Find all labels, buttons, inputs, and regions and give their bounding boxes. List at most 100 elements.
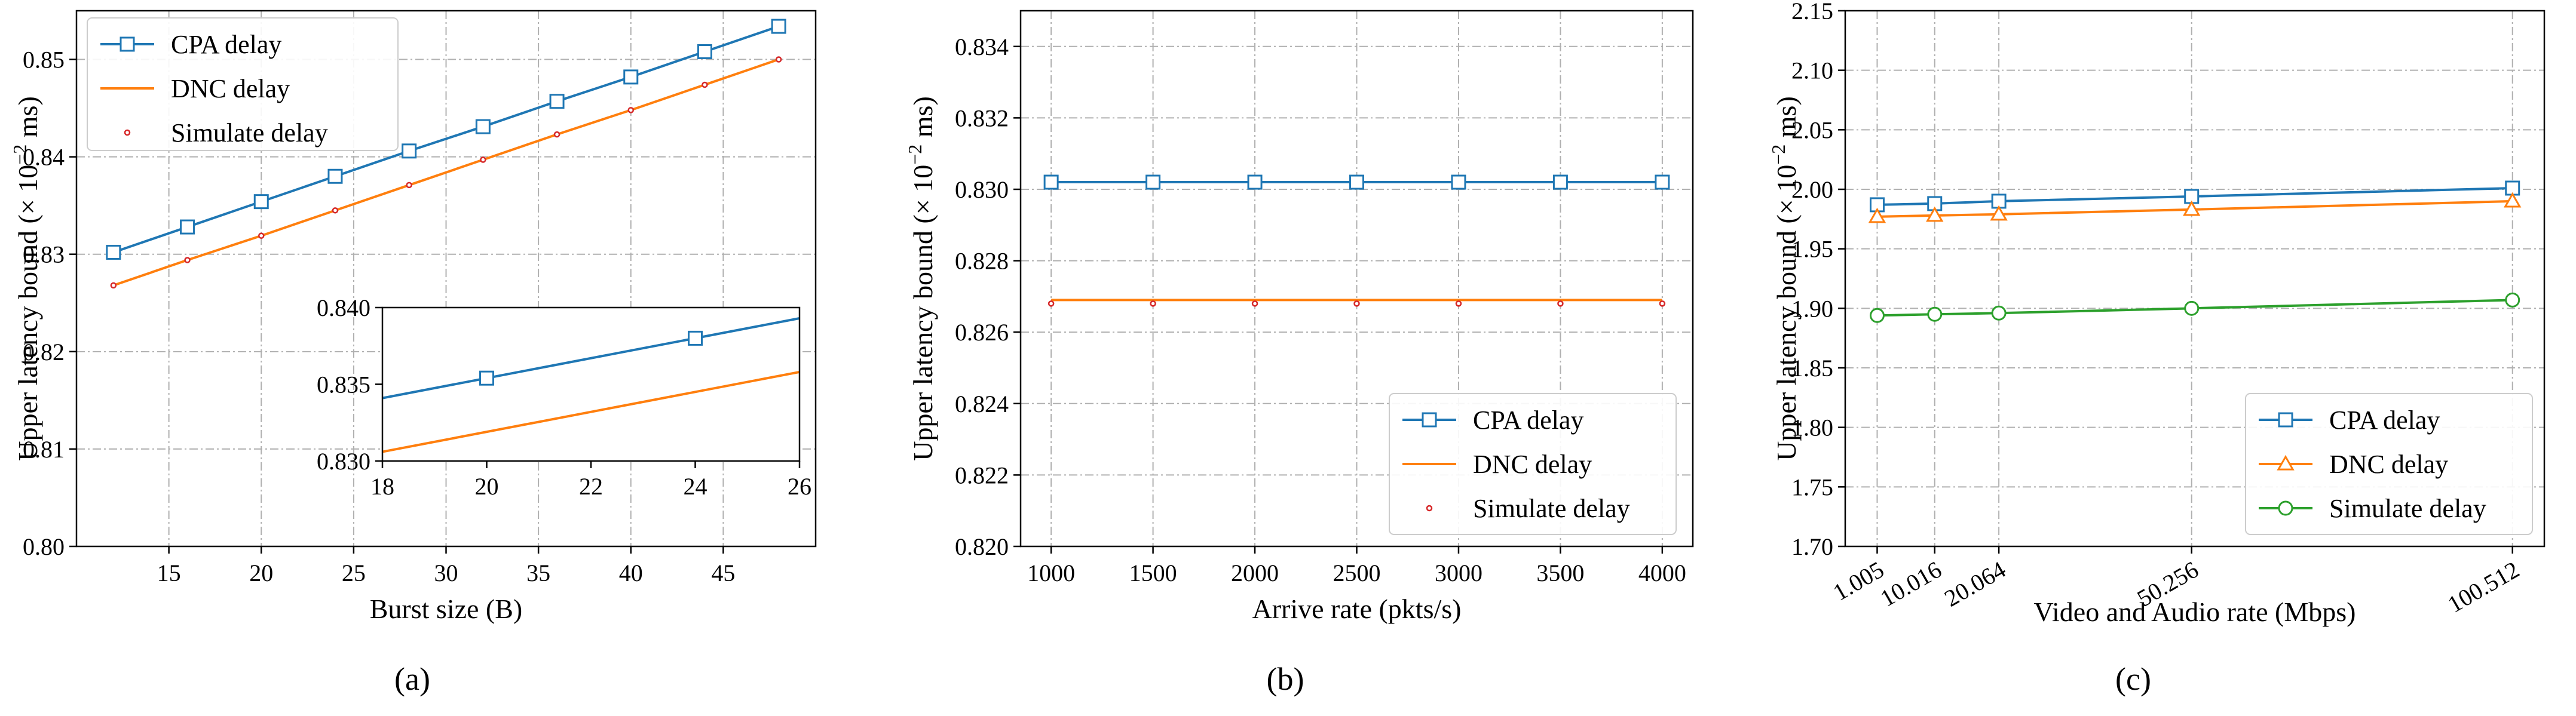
data-point-square [253, 194, 269, 210]
data-point-square [106, 244, 121, 260]
x-tick-label: 20.064 [1940, 556, 2010, 612]
inset-y-tick-label: 0.830 [317, 448, 370, 475]
y-tick-label: 2.15 [1791, 0, 1833, 24]
legend-label: DNC delay [1473, 450, 1592, 479]
data-point-dot [1659, 300, 1666, 307]
inset-x-tick-label: 18 [370, 473, 394, 500]
x-tick-label: 4000 [1638, 560, 1686, 586]
inset-x-tick-label: 24 [684, 473, 707, 500]
y-tick-label: 1.85 [1791, 355, 1833, 382]
series-line [113, 25, 779, 254]
inset-series-line [382, 370, 800, 453]
inset-y-tick-label: 0.835 [317, 371, 370, 398]
inset-y-tick-label: 0.840 [317, 294, 370, 321]
x-tick-label: 45 [711, 560, 735, 586]
data-point-square [120, 36, 135, 52]
x-tick-label: 25 [342, 560, 366, 586]
data-point-circle [1991, 305, 2007, 321]
data-point-circle [1927, 306, 1943, 322]
x-tick-label: 10.016 [1876, 556, 1946, 612]
data-point-square [1349, 174, 1364, 190]
legend-label: CPA delay [1473, 405, 1583, 435]
y-tick-label: 0.828 [955, 248, 1009, 275]
data-point-square [623, 69, 639, 85]
data-point-square [1145, 174, 1161, 190]
panel-caption: (c) [2115, 661, 2151, 697]
inset-series-line [382, 317, 800, 400]
data-point-square [475, 119, 491, 134]
data-point-dot [1047, 300, 1055, 307]
x-tick-label: 1000 [1027, 560, 1075, 586]
y-axis-label-unit: ms) [1771, 96, 1802, 145]
legend-box [2245, 393, 2533, 535]
legend-box [1389, 393, 1677, 535]
y-tick-label: 1.75 [1791, 474, 1833, 500]
series-line [113, 58, 779, 287]
legend-label: DNC delay [171, 74, 290, 103]
series-simulate-delay [1869, 292, 2520, 323]
inset-chart: 18 20 22 24 26 0.830 0.835 0.840 [317, 294, 811, 500]
x-axis-label: Video and Audio rate (Mbps) [2034, 597, 2356, 627]
y-axis-label-main: Upper latency bound (× 10 [1771, 165, 1802, 461]
data-point-dot [1455, 300, 1462, 307]
series-cpa-delay [1869, 180, 2520, 213]
data-point-circle [2184, 300, 2200, 316]
data-point-dot [1557, 300, 1564, 307]
y-axis-label-exponent: −2 [904, 145, 926, 165]
data-point-square [1552, 174, 1568, 190]
data-point-circle [2505, 292, 2520, 308]
data-point-dot [553, 131, 560, 138]
y-tick-label: 2.00 [1791, 176, 1833, 203]
y-tick-label: 2.05 [1791, 116, 1833, 143]
legend-label: DNC delay [2329, 450, 2448, 479]
y-axis-label: Upper latency bound (× 10−2 ms) [904, 96, 938, 461]
legend-label: Simulate delay [171, 118, 328, 147]
data-point-dot [775, 56, 782, 63]
data-point-dot [124, 129, 131, 136]
data-point-square [327, 168, 343, 184]
y-tick-label: 1.70 [1791, 533, 1833, 560]
data-point-dot [406, 182, 412, 189]
legend: CPA delay DNC delay Simulate delay [1389, 393, 1677, 535]
data-point-dot [110, 282, 117, 289]
data-point-triangle [2183, 200, 2201, 216]
y-axis-label-main: Upper latency bound (× 10 [908, 165, 938, 461]
data-point-triangle [1990, 205, 2008, 221]
data-point-square [1043, 174, 1059, 190]
data-point-triangle [1868, 207, 1886, 223]
data-point-square [479, 370, 494, 386]
chart-a: 15 20 25 30 35 40 45 0.80 0.81 0.82 0.83 0.84 0.85 Bu… [9, 10, 817, 697]
legend: CPA delay DNC delay Simulate delay [2245, 393, 2533, 535]
legend-label: CPA delay [171, 30, 281, 59]
data-point-dot [1150, 300, 1156, 307]
y-tick-label: 0.84 [23, 144, 65, 171]
y-tick-label: 0.83 [23, 241, 65, 268]
y-tick-label: 0.81 [23, 436, 65, 463]
data-point-square [771, 19, 786, 34]
y-axis-label-exponent: −2 [1768, 145, 1789, 165]
data-point-dot [332, 207, 339, 214]
y-tick-label: 0.820 [955, 533, 1009, 560]
x-tick-label: 1500 [1129, 560, 1177, 586]
data-point-square [1655, 174, 1670, 190]
data-point-square [402, 143, 417, 159]
y-tick-label: 0.824 [955, 391, 1009, 417]
x-tick-label: 35 [526, 560, 550, 586]
data-point-circle [1869, 308, 1885, 323]
data-point-dot [702, 81, 708, 88]
legend: CPA delay DNC delay Simulate delay [87, 17, 399, 151]
legend-label: Simulate delay [2329, 494, 2486, 523]
data-point-dot [1353, 300, 1360, 307]
y-tick-label: 0.82 [23, 339, 65, 365]
data-point-square [1422, 412, 1437, 428]
data-point-dot [1426, 505, 1433, 512]
y-axis-label-exponent: −2 [9, 145, 30, 165]
y-axis-label-unit: ms) [908, 96, 938, 145]
data-point-triangle [2277, 454, 2295, 471]
data-point-square [697, 44, 712, 59]
series-dnc-delay [1868, 192, 2522, 223]
y-tick-label: 1.95 [1791, 236, 1833, 263]
y-axis-label: Upper latency bound (× 10−2 ms) [9, 96, 43, 461]
legend-label: CPA delay [2329, 405, 2440, 435]
